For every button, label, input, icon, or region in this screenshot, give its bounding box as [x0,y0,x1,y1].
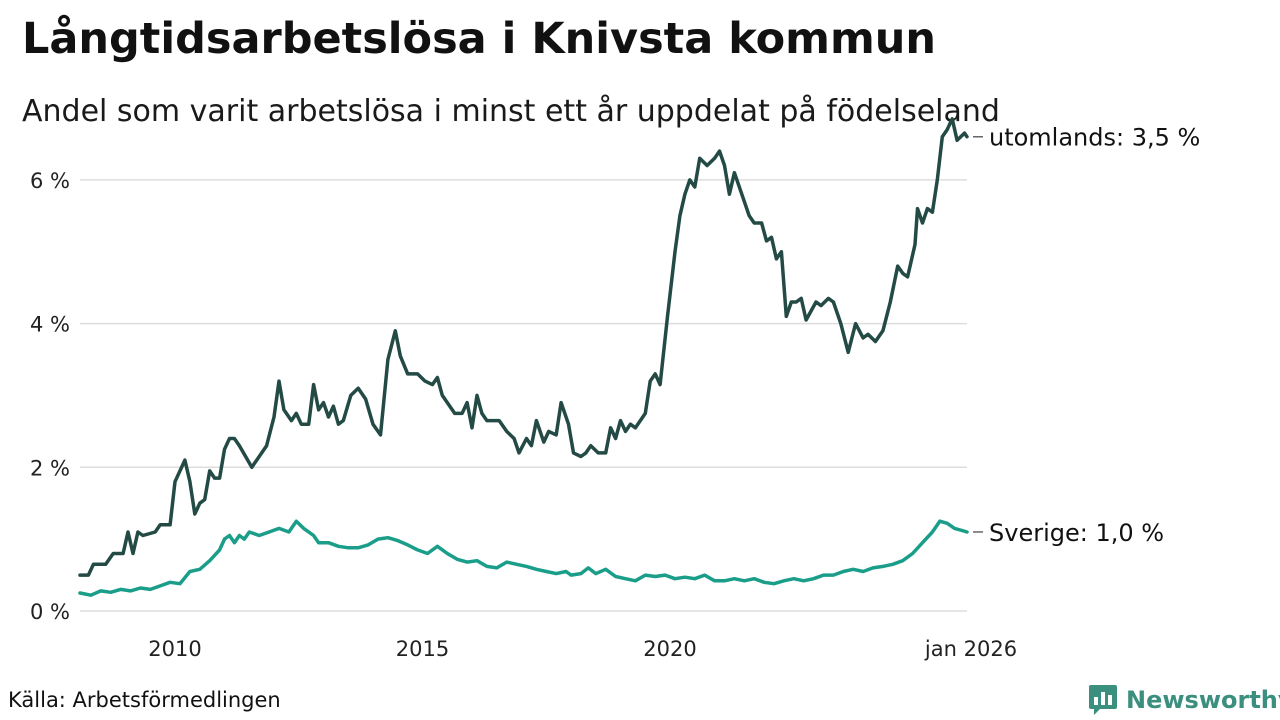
y-tick-label-3: 6 % [30,169,70,193]
grid-lines [80,179,967,612]
end-label-utomlands: utomlands: 3,5 % [989,124,1200,152]
x-tick-label-1: 2015 [396,637,449,661]
y-tick-label-1: 2 % [30,456,70,480]
end-labels: utomlands: 3,5 % Sverige: 1,0 % [973,124,1200,547]
x-tick-label-2: 2020 [643,637,696,661]
newsworthy-icon [1089,685,1117,715]
series-line-utomlands [78,117,969,577]
y-tick-label-2: 4 % [30,313,70,337]
x-axis-ticks: 2010 2015 2020 jan 2026 [148,637,1017,661]
source-note: Källa: Arbetsförmedlingen [8,688,281,712]
end-label-sverige: Sverige: 1,0 % [989,519,1164,547]
y-tick-label-0: 0 % [30,600,70,624]
series-line-sverige [78,519,969,597]
brand-name: Newsworthy [1126,686,1280,714]
x-tick-label-0: 2010 [148,637,201,661]
y-axis-ticks: 0 % 2 % 4 % 6 % [30,169,70,624]
series-lines [78,117,969,597]
chart-title: Långtidsarbetslösa i Knivsta kommun [22,14,937,64]
x-tick-label-3: jan 2026 [924,637,1017,661]
chart-subtitle: Andel som varit arbetslösa i minst ett å… [22,94,1000,129]
brand-logo[interactable]: Newsworthy [1088,683,1280,717]
